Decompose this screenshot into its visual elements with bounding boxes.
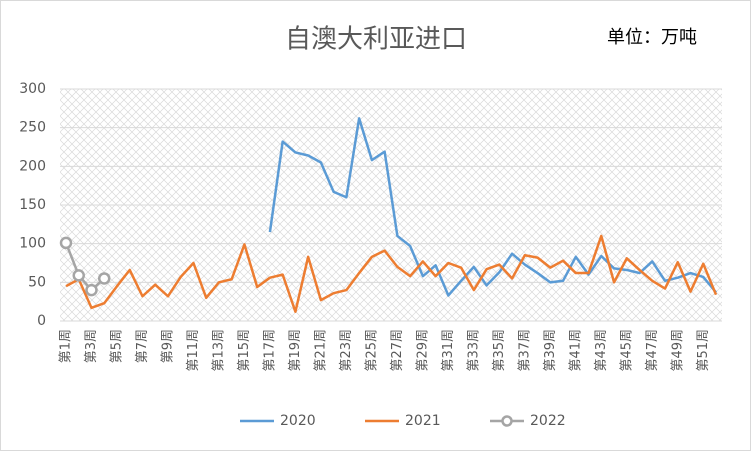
x-tick-label: 第41周 — [568, 329, 583, 372]
x-tick-label: 第33周 — [466, 329, 481, 372]
x-tick-label: 第11周 — [186, 329, 201, 372]
unit-note: 单位：万吨 — [607, 27, 697, 48]
x-tick-label: 第29周 — [415, 329, 430, 372]
x-tick-label: 第39周 — [543, 329, 558, 372]
x-tick-label: 第7周 — [135, 329, 150, 363]
series-marker — [97, 272, 111, 285]
x-tick-label: 第45周 — [619, 329, 634, 372]
y-tick-label: 0 — [37, 313, 46, 329]
series-marker — [72, 269, 85, 282]
x-tick-label: 第51周 — [696, 329, 711, 372]
x-tick-label: 第35周 — [492, 329, 507, 372]
y-tick-label: 100 — [19, 236, 46, 252]
x-tick-label: 第13周 — [211, 329, 226, 372]
legend-marker — [501, 415, 513, 427]
x-tick-label: 第37周 — [517, 329, 532, 372]
chart-title: 自澳大利亚进口 — [285, 25, 467, 55]
legend-label: 2021 — [405, 413, 441, 429]
x-tick-label: 第23周 — [339, 329, 354, 372]
x-tick-label: 第3周 — [84, 329, 99, 363]
y-tick-label: 300 — [19, 81, 46, 97]
x-tick-label: 第1周 — [59, 329, 74, 363]
y-tick-label: 200 — [19, 158, 46, 174]
x-tick-label: 第17周 — [262, 329, 277, 372]
x-tick-label: 第9周 — [160, 329, 175, 363]
x-tick-label: 第31周 — [441, 329, 456, 372]
series-line — [65, 234, 718, 313]
x-tick-label: 第19周 — [288, 329, 303, 372]
y-tick-label: 150 — [19, 197, 46, 213]
x-tick-label: 第27周 — [390, 329, 405, 372]
x-tick-label: 第25周 — [364, 329, 379, 372]
series-marker — [85, 283, 98, 297]
x-tick-label: 第15周 — [237, 329, 252, 372]
x-tick-label: 第49周 — [670, 329, 685, 372]
legend-label: 2020 — [280, 413, 316, 429]
series-line — [64, 242, 106, 292]
x-tick-label: 第21周 — [313, 329, 328, 372]
y-tick-label: 250 — [19, 120, 46, 136]
x-tick-label: 第5周 — [109, 329, 124, 363]
x-tick-label: 第47周 — [645, 329, 660, 372]
y-tick-label: 50 — [28, 274, 46, 290]
x-tick-label: 第43周 — [594, 329, 609, 372]
series-marker — [59, 236, 73, 250]
legend-label: 2022 — [530, 413, 566, 429]
